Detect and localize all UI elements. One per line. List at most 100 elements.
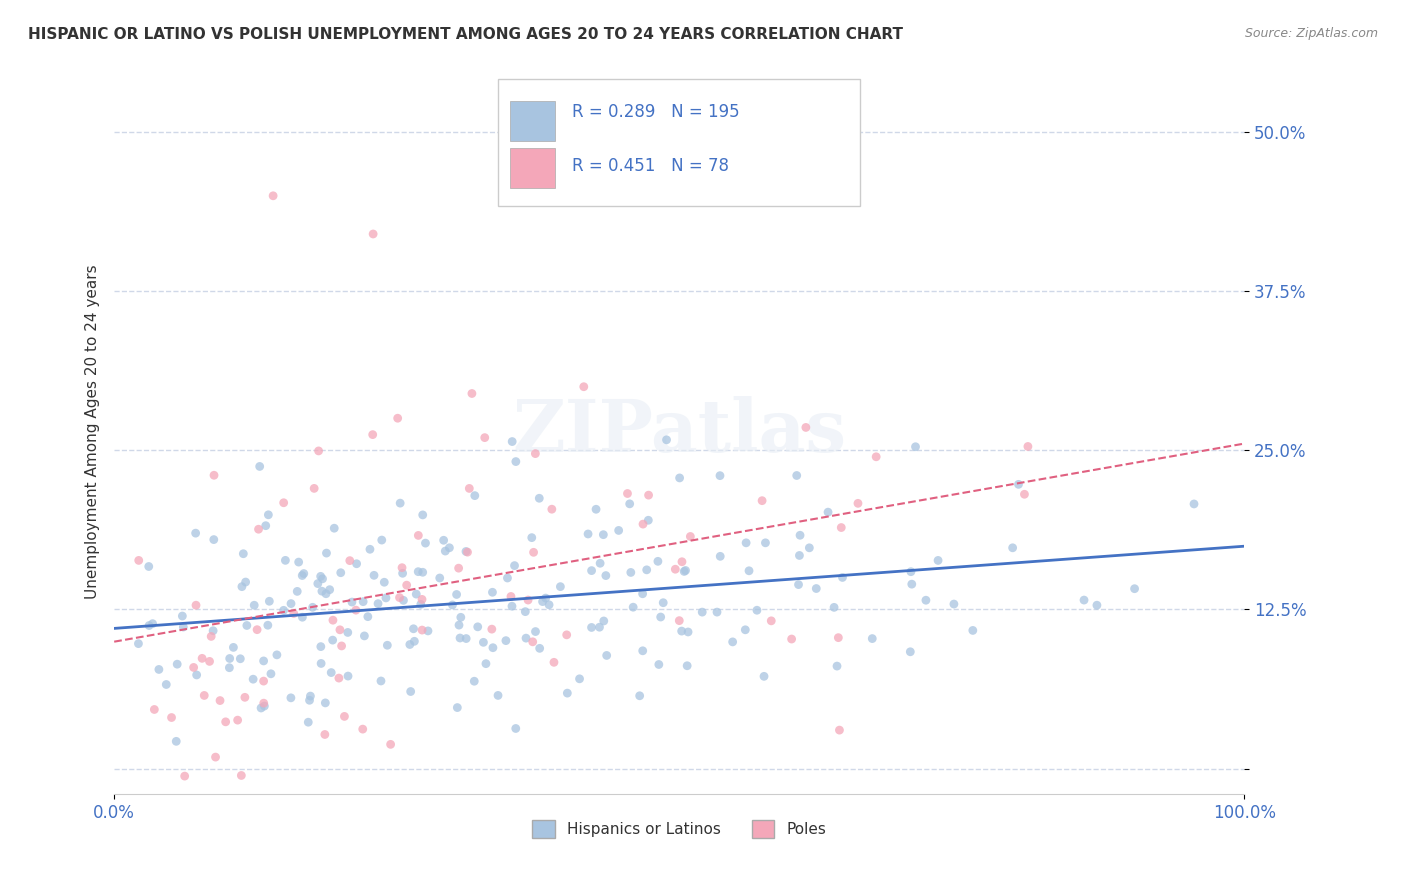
Point — [143, 702, 166, 716]
Point — [745, 603, 768, 617]
Point — [531, 594, 554, 608]
Point — [183, 660, 205, 674]
Point — [218, 651, 240, 665]
Point — [1007, 477, 1029, 491]
Point — [371, 533, 394, 547]
Point — [247, 522, 270, 536]
Point — [499, 590, 522, 604]
Point — [391, 566, 413, 581]
Point — [184, 526, 207, 541]
Point — [522, 635, 544, 649]
Point — [589, 556, 612, 570]
Point — [738, 564, 761, 578]
Point — [668, 471, 690, 485]
Point — [287, 555, 309, 569]
Point — [128, 553, 150, 567]
Point — [375, 638, 398, 652]
Point — [501, 434, 523, 449]
Point — [467, 620, 489, 634]
Point — [408, 528, 430, 542]
Point — [222, 640, 245, 655]
Point — [302, 482, 325, 496]
Point — [675, 564, 697, 578]
Point — [481, 585, 503, 599]
Point — [232, 547, 254, 561]
Point — [257, 508, 280, 522]
Text: ZIPatlas: ZIPatlas — [512, 396, 846, 467]
FancyBboxPatch shape — [510, 101, 555, 141]
Point — [780, 632, 803, 646]
Point — [412, 508, 434, 522]
Point — [388, 591, 411, 605]
Point — [557, 686, 579, 700]
Point — [405, 587, 427, 601]
Point — [648, 657, 671, 672]
Point — [307, 576, 329, 591]
Point — [311, 584, 333, 599]
Point — [322, 613, 344, 627]
Point — [231, 768, 253, 782]
Point — [754, 536, 776, 550]
Point — [292, 566, 315, 581]
Point — [461, 386, 484, 401]
Point — [650, 610, 672, 624]
Point — [411, 592, 433, 607]
Point — [299, 689, 322, 703]
Point — [446, 700, 468, 714]
Point — [734, 623, 756, 637]
Point — [231, 580, 253, 594]
Point — [515, 605, 537, 619]
Point — [786, 468, 808, 483]
Point — [165, 734, 187, 748]
Point — [172, 609, 194, 624]
Point — [679, 529, 702, 543]
Point — [456, 632, 478, 646]
Point — [233, 690, 256, 705]
Point — [406, 565, 429, 579]
Point — [236, 618, 259, 632]
Point — [330, 639, 353, 653]
Point — [353, 629, 375, 643]
Point — [505, 722, 527, 736]
Point — [416, 624, 439, 638]
Point — [486, 689, 509, 703]
Point — [647, 554, 669, 568]
Point — [572, 380, 595, 394]
Point — [458, 482, 481, 496]
Point — [505, 454, 527, 468]
Point — [515, 631, 537, 645]
Point — [860, 632, 883, 646]
Point — [655, 433, 678, 447]
Point — [520, 531, 543, 545]
Point — [346, 557, 368, 571]
Point — [246, 623, 269, 637]
Point — [789, 528, 811, 542]
Point — [202, 624, 225, 638]
Point — [706, 605, 728, 619]
Point — [285, 584, 308, 599]
Point — [962, 624, 984, 638]
Point — [1073, 593, 1095, 607]
Point — [193, 689, 215, 703]
Point — [208, 693, 231, 707]
Point — [673, 565, 696, 579]
Point — [318, 582, 340, 597]
Point — [652, 596, 675, 610]
Point — [315, 546, 337, 560]
Text: HISPANIC OR LATINO VS POLISH UNEMPLOYMENT AMONG AGES 20 TO 24 YEARS CORRELATION : HISPANIC OR LATINO VS POLISH UNEMPLOYMEN… — [28, 27, 903, 42]
Point — [709, 468, 731, 483]
Point — [155, 677, 177, 691]
Point — [309, 657, 332, 671]
Point — [865, 450, 887, 464]
Point — [404, 634, 426, 648]
Point — [229, 652, 252, 666]
Point — [235, 575, 257, 590]
Point — [496, 571, 519, 585]
Point — [676, 658, 699, 673]
FancyBboxPatch shape — [498, 79, 860, 206]
Point — [226, 713, 249, 727]
Point — [576, 527, 599, 541]
Point — [411, 623, 433, 637]
Point — [297, 715, 319, 730]
Point — [259, 594, 281, 608]
